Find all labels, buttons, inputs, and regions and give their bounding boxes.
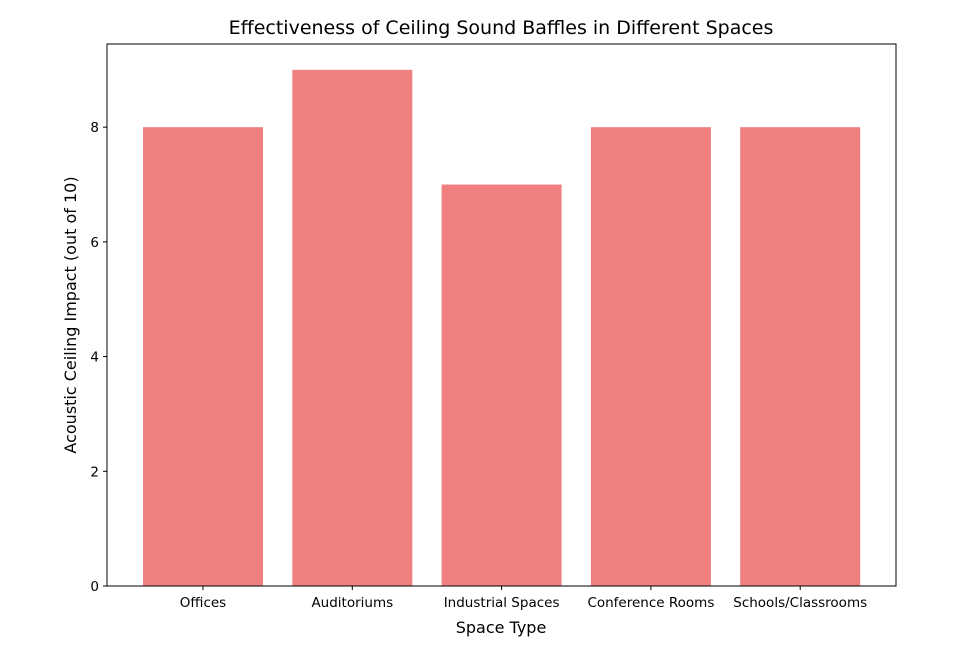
bar-schools-classrooms xyxy=(740,127,861,586)
chart-title: Effectiveness of Ceiling Sound Baffles i… xyxy=(229,17,774,39)
bar-auditoriums xyxy=(292,69,413,587)
bar-industrial-spaces xyxy=(441,184,562,586)
x-tick-label: Schools/Classrooms xyxy=(733,595,867,611)
y-tick-label: 0 xyxy=(90,579,99,595)
x-tick-label: Industrial Spaces xyxy=(444,595,560,611)
y-tick-label: 2 xyxy=(90,464,99,480)
x-tick-label: Conference Rooms xyxy=(587,595,714,611)
x-tick-label: Offices xyxy=(180,595,226,611)
y-tick-label: 8 xyxy=(90,120,99,136)
bar-offices xyxy=(143,127,263,586)
x-axis-label: Space Type xyxy=(456,618,547,637)
x-tick-label: Auditoriums xyxy=(311,595,393,611)
y-axis-label: Acoustic Ceiling Impact (out of 10) xyxy=(61,176,80,453)
y-tick-label: 6 xyxy=(90,235,99,251)
bar-conference-rooms xyxy=(590,127,711,586)
y-tick-label: 4 xyxy=(90,350,99,366)
plot-frame xyxy=(106,43,897,587)
